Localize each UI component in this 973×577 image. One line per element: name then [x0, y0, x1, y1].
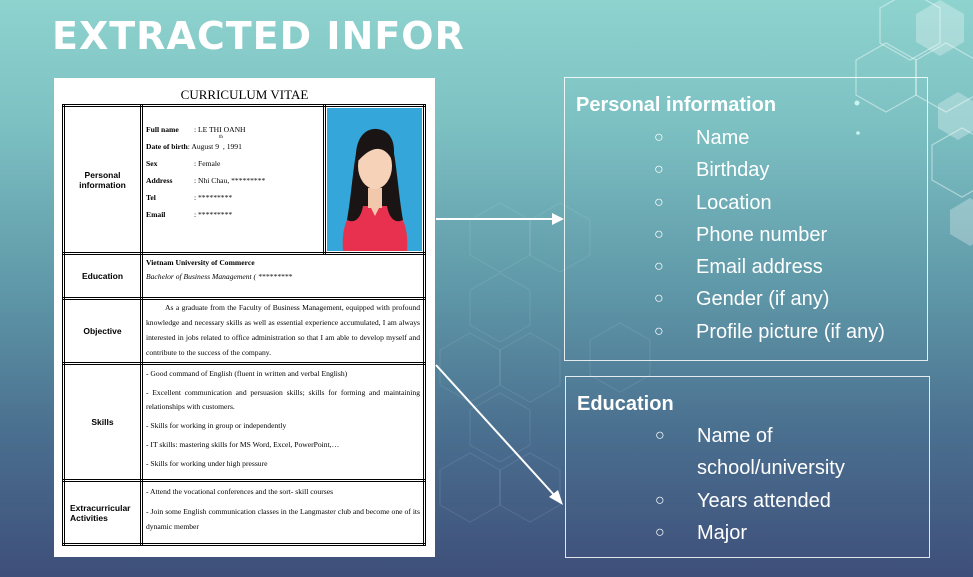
list-item: ○ Name: [654, 122, 924, 154]
list-item: ○ Gender (if any): [654, 283, 924, 315]
personal-info-panel: Personal information ○ Name ○ Birthday ○ Lo…: [564, 77, 928, 361]
cv-objective-text: As a graduate from the Faculty of Busine…: [140, 297, 426, 365]
cv-label-extracurricular: Extracurricular Activities: [62, 479, 143, 546]
field-tel: Tel : *********: [146, 193, 233, 202]
field-sex: Sex : Female: [146, 159, 221, 168]
cv-document: CURRICULUM VITAE Personal information Fu…: [54, 78, 435, 557]
bullet-icon: ○: [655, 427, 665, 444]
field-address: Address : Nhi Chau, *********: [146, 176, 266, 185]
list-item: ○ Birthday: [654, 154, 924, 186]
cv-row-extracurricular: Extracurricular Activities - Attend the …: [62, 479, 426, 546]
cv-row-objective: Objective As a graduate from the Faculty…: [62, 297, 426, 365]
bullet-icon: ○: [655, 491, 665, 509]
personal-info-list: ○ Name ○ Birthday ○ Location ○ Phone number …: [654, 122, 924, 348]
cv-row-education: Education Vietnam University of Commerce…: [62, 252, 426, 300]
bullet-icon: ○: [654, 258, 664, 276]
list-item: ○ Email address: [654, 251, 924, 283]
skill-item: - Good command of English (fluent in wri…: [146, 369, 348, 378]
arrow-diagonal-icon: [435, 364, 563, 505]
bullet-icon: ○: [654, 322, 664, 340]
list-item: ○ Years attended: [655, 485, 855, 517]
personal-info-title: Personal information: [576, 94, 777, 116]
cv-label-skills: Skills: [62, 362, 143, 482]
education-panel: Education ○ Name of school/university ○ Ye…: [565, 376, 930, 558]
education-title: Education: [577, 393, 674, 415]
bullet-icon: ○: [654, 129, 664, 146]
field-email: Email : *********: [146, 210, 233, 219]
list-item: ○ Phone number: [654, 219, 924, 251]
cv-label-personal: Personal information: [62, 104, 143, 255]
bullet-icon: ○: [654, 290, 664, 308]
profile-photo: [327, 108, 422, 251]
cv-row-personal: Personal information Full name : LE THI …: [62, 104, 426, 255]
bullet-icon: ○: [654, 225, 664, 243]
education-list: ○ Name of school/university ○ Years attend…: [655, 420, 855, 549]
list-item: ○ Major: [655, 517, 855, 549]
cv-degree: Bachelor of Business Management ( ******…: [146, 272, 293, 281]
skill-item: - Skills for working in group or indepen…: [146, 421, 287, 430]
slide-title: EXTRACTED INFOR: [52, 14, 465, 58]
bullet-icon: ○: [655, 523, 665, 541]
list-item: ○ Profile picture (if any): [654, 316, 924, 348]
cv-personal-fields: Full name : LE THI OANH Date of birth : …: [140, 104, 326, 255]
skill-item: - Skills for working under high pressure: [146, 459, 268, 468]
arrow-right-icon: [436, 213, 564, 225]
cv-label-education: Education: [62, 252, 143, 300]
skill-item: - Excellent communication and persuasion…: [146, 388, 420, 411]
cv-table: Personal information Full name : LE THI …: [62, 104, 426, 546]
activity-item: - Attend the vocational conferences and …: [146, 487, 334, 496]
field-full-name: Full name : LE THI OANH: [146, 125, 246, 134]
list-item: ○ Location: [654, 187, 924, 219]
skill-item: - IT skills: mastering skills for MS Wor…: [146, 440, 340, 449]
cv-label-objective: Objective: [62, 297, 143, 365]
cv-row-skills: Skills - Good command of English (fluent…: [62, 362, 426, 482]
cv-title: CURRICULUM VITAE: [180, 87, 309, 102]
bullet-icon: ○: [654, 161, 664, 179]
bullet-icon: ○: [654, 193, 664, 211]
cv-extracurricular-list: - Attend the vocational conferences and …: [140, 479, 426, 546]
activity-item: - Join some English communication classe…: [146, 507, 420, 531]
cv-photo-cell: [323, 104, 426, 255]
portrait-icon: [327, 108, 422, 251]
cv-education-content: Vietnam University of Commerce Bachelor …: [140, 252, 426, 300]
cv-school-name: Vietnam University of Commerce: [146, 258, 255, 267]
list-item: ○ Name of school/university: [655, 420, 855, 485]
cv-skills-list: - Good command of English (fluent in wri…: [140, 362, 426, 482]
